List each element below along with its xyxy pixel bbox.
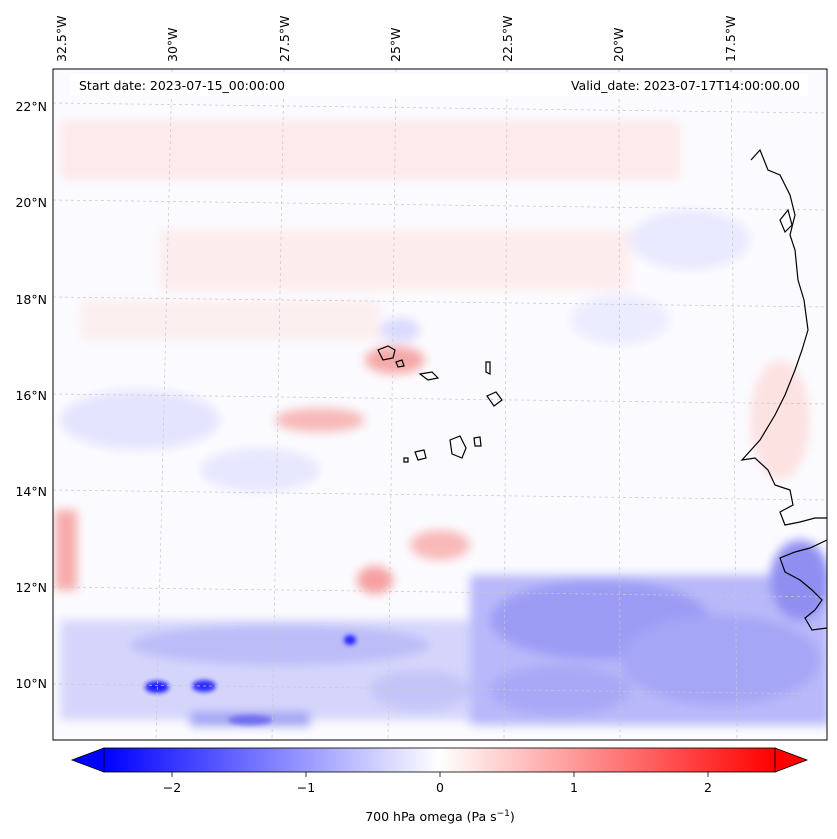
lon-label: 32.5°W <box>54 16 69 62</box>
map-frame <box>52 68 828 741</box>
lon-label: 22.5°W <box>500 16 515 62</box>
guinea-coastline <box>779 539 827 631</box>
lon-label: 25°W <box>388 27 403 62</box>
island-boa-vista <box>486 391 503 407</box>
omega-extremes <box>145 635 356 725</box>
latitude-labels: 22°N 20°N 18°N 16°N 14°N 12°N 10°N <box>15 99 47 691</box>
colorbar-extend-left <box>70 747 105 773</box>
island-sal <box>485 361 491 375</box>
header-box <box>70 74 808 96</box>
island-santiago <box>449 435 467 459</box>
island-sao-nicolau <box>418 371 440 381</box>
lat-label: 10°N <box>15 676 47 691</box>
colorbar: −2 −1 0 1 2 700 hPa omega (Pa s−1) <box>70 747 809 824</box>
colorbar-bar <box>103 747 776 773</box>
lon-label: 20°W <box>611 27 626 62</box>
africa-coastline <box>740 148 827 526</box>
longitude-labels: 32.5°W 30°W 27.5°W 25°W 22.5°W 20°W 17.5… <box>54 16 738 62</box>
island-fogo <box>414 449 427 461</box>
island-maio <box>473 436 482 447</box>
lat-label: 12°N <box>15 580 47 595</box>
coastlines <box>377 148 827 631</box>
lat-label: 14°N <box>15 484 47 499</box>
island-sao-vicente <box>395 359 405 368</box>
lat-label: 20°N <box>15 195 47 210</box>
colorbar-tick: −2 <box>163 780 181 795</box>
colorbar-tick: 1 <box>570 780 578 795</box>
colorbar-tick: −1 <box>297 780 315 795</box>
valid-date-label: Valid_date: 2023-07-17T14:00:00.00 <box>571 78 800 93</box>
lat-label: 22°N <box>15 99 47 114</box>
graticule <box>53 69 827 740</box>
island-brava <box>403 457 409 463</box>
lon-label: 27.5°W <box>277 16 292 62</box>
colorbar-label: 700 hPa omega (Pa s−1) <box>365 809 515 824</box>
canary-coast-detail <box>779 208 793 234</box>
lon-label: 30°W <box>165 27 180 62</box>
start-date-label: Start date: 2023-07-15_00:00:00 <box>79 78 285 93</box>
lon-label: 17.5°W <box>723 16 738 62</box>
colorbar-tick: 0 <box>436 780 444 795</box>
colorbar-tick: 2 <box>704 780 712 795</box>
omega-field <box>55 120 827 726</box>
colorbar-label-tail: ) <box>510 809 515 824</box>
colorbar-label-main: 700 hPa omega (Pa s <box>365 809 496 824</box>
colorbar-extend-right <box>774 747 809 773</box>
colorbar-label-sup: −1 <box>497 809 510 819</box>
map-plot-area <box>53 69 827 740</box>
lat-label: 16°N <box>15 388 47 403</box>
island-santo-antao <box>377 345 396 361</box>
lat-label: 18°N <box>15 292 47 307</box>
